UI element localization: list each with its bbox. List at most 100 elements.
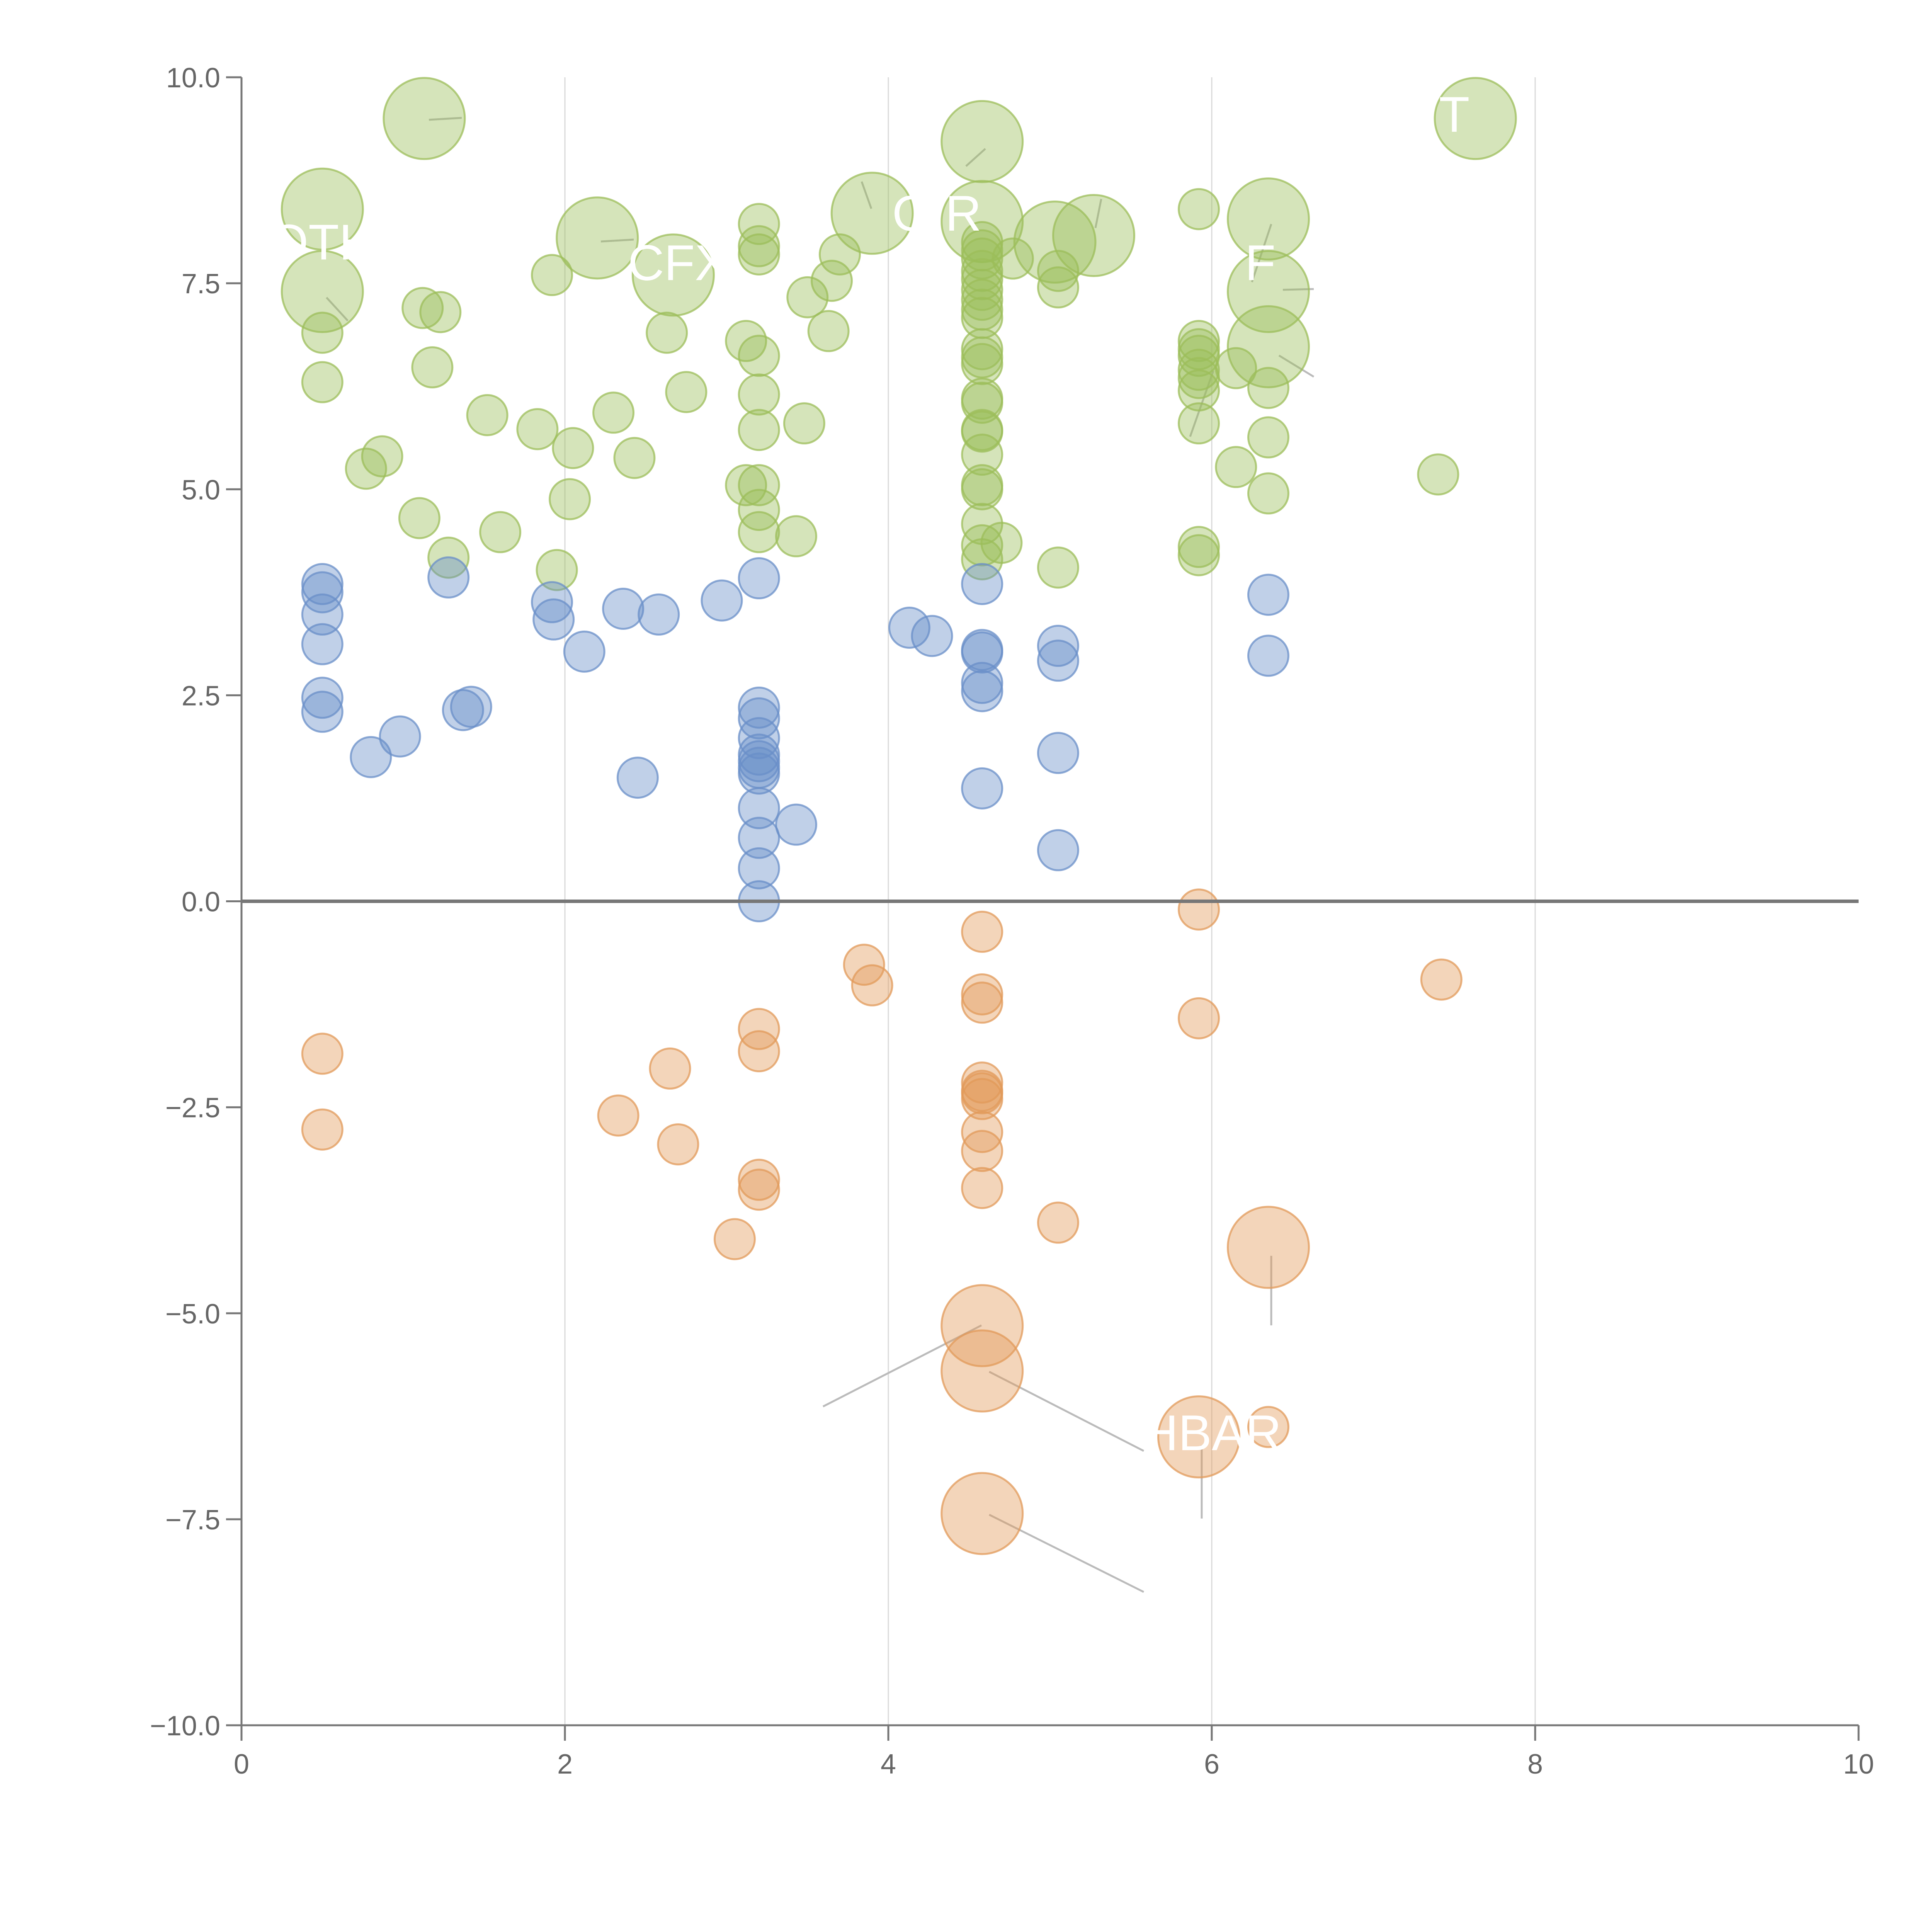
bubble-point-green [783, 402, 825, 445]
bubble-point-green [516, 408, 559, 451]
y-tick-label: 10.0 [166, 63, 220, 94]
bubble-label: HBAR [1142, 1405, 1281, 1461]
bubble-point-green [738, 409, 780, 451]
bubble-point-orange [940, 1472, 1024, 1555]
bubble-point-blue [301, 690, 344, 733]
bubble-point-green [811, 260, 853, 302]
bubble-point-green [411, 346, 454, 389]
bubble-point-orange [1037, 1201, 1079, 1244]
bubble-point-green [961, 434, 1003, 476]
bubble-point-blue [961, 670, 1003, 713]
bubble-point-green [980, 522, 1023, 564]
bubble-point-green [775, 515, 817, 558]
bubble-point-blue [301, 623, 344, 665]
bubble-point-blue [1037, 639, 1079, 682]
bubble-point-green [961, 343, 1003, 385]
bubble-point-orange [301, 1108, 344, 1151]
bubble-point-green [961, 279, 1003, 321]
leader-line [861, 181, 872, 209]
bubble-point-blue [738, 686, 780, 729]
bubble-point-orange [738, 1158, 780, 1201]
bubble-point-green [738, 335, 780, 377]
bubble-point-green [1215, 347, 1257, 389]
bubble-point-green [1052, 194, 1135, 277]
bubble-point-orange [940, 1284, 1024, 1367]
bubble-label: OTH [269, 214, 375, 270]
bubble-point-blue [301, 593, 344, 636]
bubble-point-green [1417, 453, 1459, 496]
bubble-point-blue [738, 816, 780, 859]
bubble-point-green [1013, 201, 1097, 284]
y-tick-label: −2.5 [165, 1093, 220, 1124]
bubble-point-green [281, 250, 364, 333]
bubble-point-green [1178, 402, 1220, 445]
bubble-marks [281, 77, 1517, 1555]
bubble-point-green [479, 511, 522, 553]
bubble-point-blue [602, 587, 645, 630]
bubble-point-green [1247, 416, 1289, 459]
bubble-point-green [1247, 367, 1289, 409]
bubble-point-green [631, 233, 715, 317]
bubble-point-blue [888, 607, 930, 649]
bubble-point-blue [738, 787, 780, 830]
bubble-point-green [738, 373, 780, 416]
bubble-point-blue [961, 563, 1003, 605]
bubble-point-green [383, 77, 466, 160]
bubble-point-blue [450, 685, 492, 728]
bubble-point-orange [940, 1329, 1024, 1413]
bubble-point-blue [1037, 732, 1079, 774]
bubble-point-blue [738, 847, 780, 889]
bubble-point-orange [1247, 1406, 1289, 1448]
bubble-point-blue [911, 615, 953, 657]
bubble-point-green [1178, 335, 1220, 377]
bubble-point-orange [1420, 958, 1463, 1001]
bubble-point-orange [851, 964, 893, 1007]
bubble-point-green [786, 276, 829, 318]
bubble-point-orange [961, 1167, 1003, 1209]
bubble-point-blue [961, 631, 1003, 673]
leader-line [965, 148, 986, 167]
bubble-point-blue [301, 571, 344, 614]
y-tick-label: 2.5 [182, 680, 220, 711]
bubble-point-orange [1226, 1206, 1310, 1289]
leader-line [326, 297, 349, 321]
bubble-point-green [556, 196, 639, 280]
leader-line [1251, 224, 1272, 282]
leader-line [988, 1371, 1145, 1452]
bubble-point-orange [738, 1168, 780, 1211]
bubble-point-orange [961, 1078, 1003, 1120]
x-tick-label: 2 [557, 1749, 573, 1780]
bubble-point-green [1178, 188, 1220, 230]
bubble-point-orange [738, 1030, 780, 1073]
bubble-point-orange [1178, 888, 1220, 931]
bubble-point-blue [701, 579, 743, 622]
bubble-point-green [1434, 77, 1517, 160]
bubble-point-orange [657, 1123, 699, 1166]
bubble-point-green [281, 167, 364, 251]
bubble-point-green [401, 287, 444, 329]
bubble-point-green [301, 361, 344, 403]
bubble-point-green [536, 549, 578, 591]
bubble-point-green [807, 310, 850, 352]
y-tick-label: 0.0 [182, 887, 220, 918]
bubble-point-green [531, 254, 573, 296]
bubble-point-green [738, 511, 780, 553]
bubble-label: T [1439, 86, 1469, 143]
bubble-point-green [646, 311, 688, 354]
x-tick-label: 4 [881, 1749, 896, 1780]
bubble-point-green [466, 394, 509, 436]
bubble-point-green [738, 203, 780, 245]
leader-line [429, 117, 462, 121]
y-tick-label: −5.0 [165, 1299, 220, 1330]
bubble-point-blue [531, 581, 573, 623]
bubble-point-green [725, 464, 767, 507]
bubble-point-green [1037, 266, 1079, 309]
bubble-point-orange [301, 1032, 344, 1075]
bubble-point-blue [563, 630, 605, 673]
bubble-label: OIR [892, 185, 981, 242]
bubble-point-green [1215, 446, 1257, 488]
leader-line [988, 1514, 1145, 1593]
bubble-point-blue [1247, 634, 1289, 677]
bubble-point-green [940, 100, 1024, 183]
bubble-point-green [830, 172, 914, 255]
